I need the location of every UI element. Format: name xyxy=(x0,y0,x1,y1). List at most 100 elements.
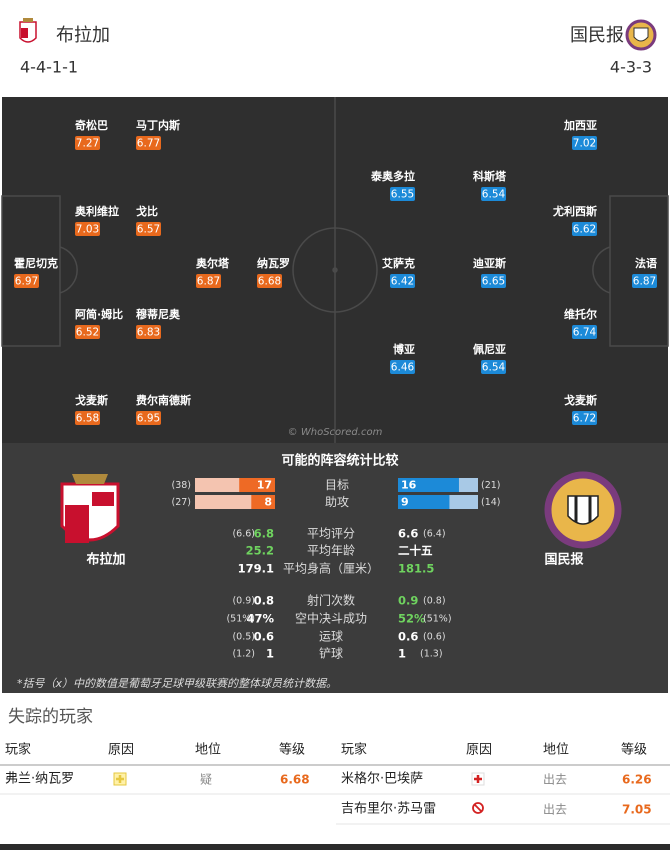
home-stat: 47% xyxy=(246,612,274,626)
player-name: 迪亚斯 xyxy=(473,256,506,270)
player-rating: 7.27 xyxy=(76,138,99,150)
player-rating: 6.68 xyxy=(280,773,310,787)
player-rating: 6.42 xyxy=(391,276,414,288)
footnote: *括号（x）中的数值是葡萄牙足球甲级联赛的整体球员统计数据。 xyxy=(17,677,337,690)
rating-badge xyxy=(75,222,100,236)
comparison-title: 可能的阵容统计比较 xyxy=(281,453,398,469)
away-league-stat: (0.8) xyxy=(423,596,446,607)
missing-title: 失踪的玩家 xyxy=(8,707,93,727)
player-name: 奇松巴 xyxy=(75,118,108,132)
player-rating: 6.62 xyxy=(573,224,596,236)
away-logo xyxy=(544,471,622,549)
player-rating: 6.74 xyxy=(573,327,597,339)
home-bar xyxy=(239,478,275,492)
home-league-stat: (0.9) xyxy=(232,596,255,607)
stat-label: 运球 xyxy=(319,630,343,644)
player-status: 出去 xyxy=(543,773,567,787)
away-stat: 52% xyxy=(398,612,426,626)
rating-badge xyxy=(14,274,39,288)
player-rating: 6.26 xyxy=(622,773,652,787)
home-bar-value: 8 xyxy=(264,496,272,509)
rating-badge xyxy=(572,325,597,339)
home-league-stat: (6.6) xyxy=(232,529,255,540)
home-stat: 0.8 xyxy=(254,594,274,608)
column-header: 玩家 xyxy=(5,742,31,758)
player-name: 费尔南德斯 xyxy=(136,393,191,407)
home-bar xyxy=(251,495,275,509)
player-name: 霍尼切克 xyxy=(14,256,58,270)
away-league-value: (21) xyxy=(481,480,501,491)
rating-badge xyxy=(136,222,161,236)
player-rating: 7.05 xyxy=(622,803,652,817)
player-rating: 6.54 xyxy=(482,362,506,374)
away-league-value: (14) xyxy=(481,497,501,508)
home-league-stat: (1.2) xyxy=(232,649,255,660)
home-stat: 0.6 xyxy=(254,630,274,644)
home-stat: 179.1 xyxy=(238,562,274,576)
home-team: 布拉加 xyxy=(56,25,110,46)
player-rating: 6.57 xyxy=(137,224,160,236)
home-team-name: 布拉加 xyxy=(86,552,125,568)
player-name: 泰奥多拉 xyxy=(370,169,415,183)
player-name: 尤利西斯 xyxy=(552,204,597,218)
home-league-stat: (51%) xyxy=(226,614,255,625)
column-header: 原因 xyxy=(466,743,492,758)
watermark: © WhoScored.com xyxy=(288,427,383,438)
player-rating: 6.97 xyxy=(15,276,38,288)
rating-badge xyxy=(390,274,415,288)
away-stat: 0.6 xyxy=(398,630,418,644)
column-header: 地位 xyxy=(195,743,221,758)
player-rating: 6.95 xyxy=(137,413,160,425)
player-name: 法语 xyxy=(635,256,657,270)
away-bar-value: 9 xyxy=(401,496,409,509)
rating-badge xyxy=(75,136,100,150)
player-rating: 6.83 xyxy=(137,327,160,339)
player-name: 阿简·姆比 xyxy=(75,307,123,321)
player-rating: 6.58 xyxy=(76,413,99,425)
player-rating: 6.54 xyxy=(482,189,506,201)
pitch-lines xyxy=(1,97,669,443)
injury-icon xyxy=(471,772,485,786)
away-league-stat: (51%) xyxy=(423,614,452,625)
home-formation: 4-4-1-1 xyxy=(20,58,78,77)
player-name: 奥尔塔 xyxy=(195,256,230,270)
player-status: 出去 xyxy=(543,803,567,817)
player-rating: 6.46 xyxy=(391,362,415,374)
rating-badge xyxy=(257,274,282,288)
player-name: 加西亚 xyxy=(563,118,597,132)
rating-badge xyxy=(390,187,415,201)
away-stat: 二十五 xyxy=(398,544,433,558)
home-league-value: (38) xyxy=(171,480,191,491)
away-stat: 0.9 xyxy=(398,594,418,608)
rating-badge xyxy=(136,136,161,150)
rating-badge xyxy=(572,411,597,425)
rating-badge xyxy=(481,187,506,201)
column-header: 原因 xyxy=(108,743,134,758)
comparison-stats: 17 (38) 目标 16 (21) 8 (27) 助攻 9 (14) 6.8(6.6) 平均评分 6.… xyxy=(171,478,501,661)
home-stat: 1 xyxy=(266,647,274,661)
player-name: 弗兰·纳瓦罗 xyxy=(5,772,74,787)
players: 奇松巴 7.27 马丁内斯 6.77 奥利维拉 7.03 戈比 6.57 霍尼切克 6.97 奥尔塔… xyxy=(14,118,657,425)
home-league-value: (27) xyxy=(171,497,191,508)
home-league-stat: (0.5) xyxy=(232,632,255,643)
suspension-icon xyxy=(472,802,484,814)
rating-badge xyxy=(481,274,506,288)
player-rating: 6.52 xyxy=(76,327,99,339)
stat-label: 空中决斗成功 xyxy=(295,611,367,626)
rating-badge xyxy=(75,411,100,425)
away-bar xyxy=(398,478,459,492)
doubtful-icon xyxy=(113,772,127,786)
player-rating: 7.03 xyxy=(76,224,99,236)
away-team: 国民报 xyxy=(570,25,624,46)
stat-label: 平均评分 xyxy=(307,527,355,541)
away-league-stat: (6.4) xyxy=(423,529,446,540)
away-bar xyxy=(398,495,450,509)
stat-label: 铲球 xyxy=(319,646,343,661)
away-stat: 1 xyxy=(398,647,406,661)
rating-badge xyxy=(136,325,161,339)
footer-bar xyxy=(0,844,670,850)
home-bar-value: 17 xyxy=(257,479,272,492)
player-name: 吉布里尔·苏马雷 xyxy=(341,801,436,817)
player-name: 戈比 xyxy=(136,204,158,218)
